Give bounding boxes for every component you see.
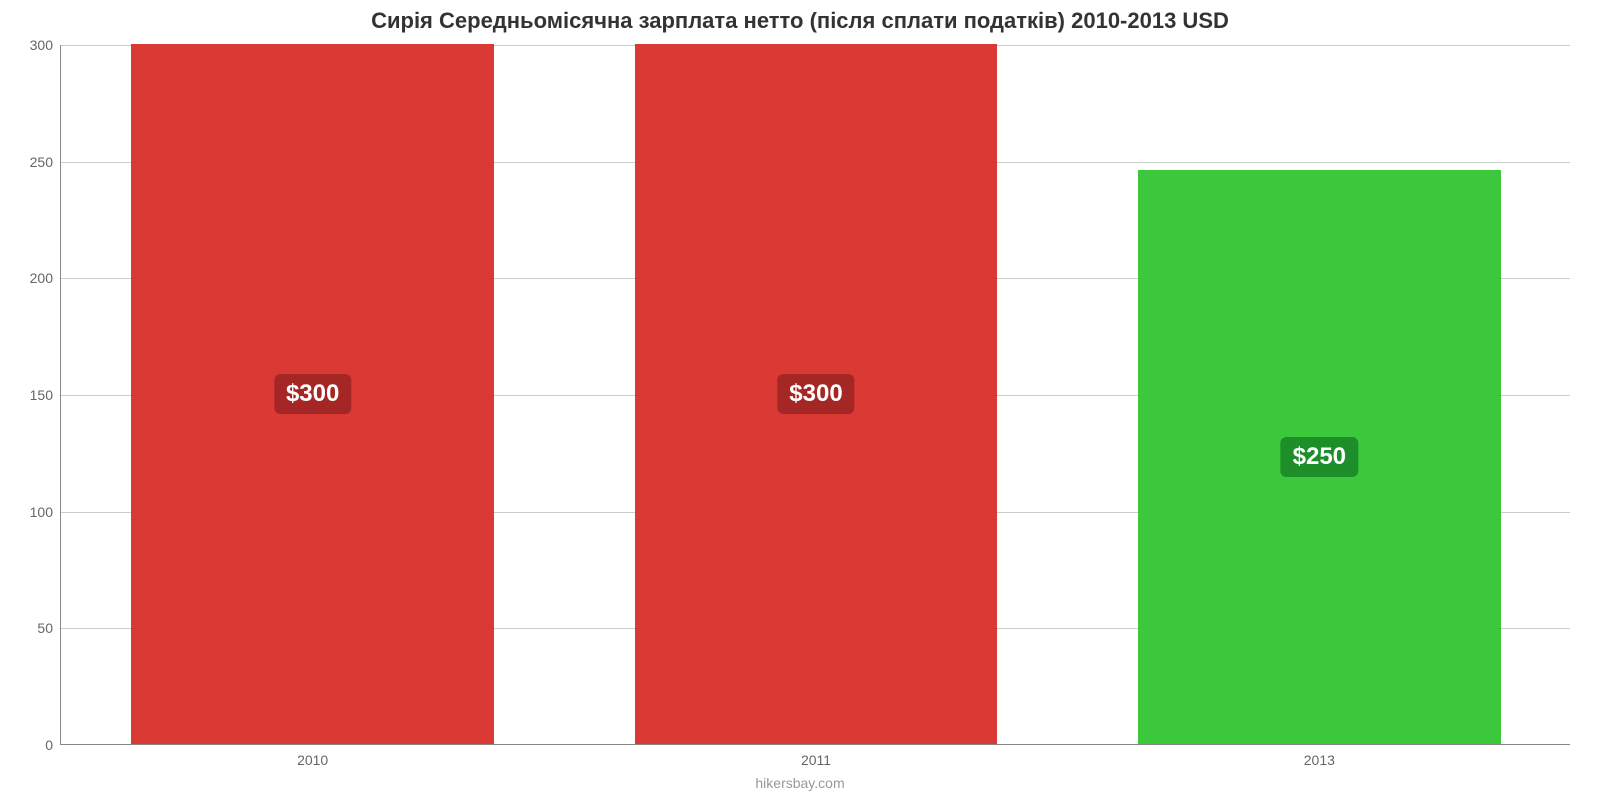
bar: $300 [131, 44, 493, 744]
value-badge: $300 [274, 374, 351, 414]
bar: $300 [635, 44, 997, 744]
y-tick-label: 250 [30, 154, 61, 170]
value-badge: $300 [777, 374, 854, 414]
chart-footer: hikersbay.com [0, 775, 1600, 791]
y-tick-label: 150 [30, 387, 61, 403]
plot-area: 050100150200250300$3002010$3002011$25020… [60, 45, 1570, 745]
y-tick-label: 50 [37, 620, 61, 636]
y-tick-label: 0 [45, 737, 61, 753]
bar: $250 [1138, 170, 1500, 744]
x-tick-label: 2013 [1304, 744, 1335, 768]
x-tick-label: 2011 [801, 744, 831, 768]
value-badge: $250 [1281, 437, 1358, 477]
y-tick-label: 300 [30, 37, 61, 53]
y-tick-label: 100 [30, 504, 61, 520]
chart-title: Сирія Середньомісячна зарплата нетто (пі… [0, 8, 1600, 34]
x-tick-label: 2010 [297, 744, 328, 768]
y-tick-label: 200 [30, 270, 61, 286]
chart-container: Сирія Середньомісячна зарплата нетто (пі… [0, 0, 1600, 800]
